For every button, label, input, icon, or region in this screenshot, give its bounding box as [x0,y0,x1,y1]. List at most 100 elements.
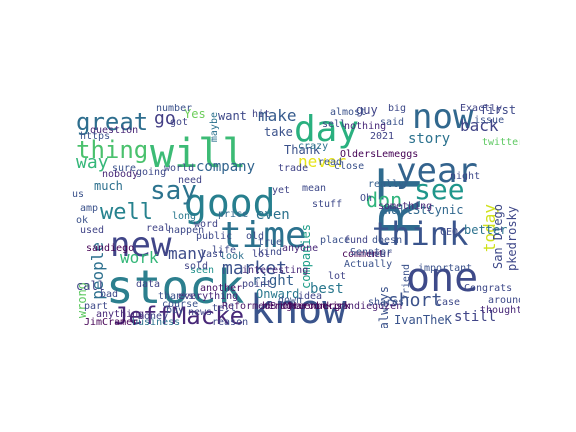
cloud-word: need [178,175,203,186]
cloud-word: Onward [256,287,300,301]
cloud-word: last [200,249,225,260]
cloud-word: word [194,219,219,230]
cloud-word: JeffMacke [114,302,245,328]
cloud-word: amp [80,203,99,214]
cloud-word: short [388,290,443,311]
cloud-word: maybe [209,112,220,143]
cloud-word: day [294,109,360,150]
cloud-word: never [298,152,347,171]
cloud-word: sell [322,119,347,130]
cloud-word: number [156,104,193,114]
cloud-word: ok [76,215,89,226]
cloud-word: almost [330,107,367,118]
cloud-word: stock [106,260,245,314]
cloud-word: tell [212,303,237,314]
cloud-word: make [258,106,297,125]
cloud-word: us [72,189,85,200]
cloud-word: don [366,188,403,212]
cloud-word: pkedrosky [505,206,519,272]
cloud-word: point [242,279,273,290]
cloud-word: even [256,207,290,223]
cloud-word: doesn [372,235,403,246]
cloud-word: thing [76,136,149,164]
cloud-word: twitter [482,137,520,148]
cloud-word: close [334,161,365,172]
cloud-word: around [488,295,520,306]
cloud-word: everything [178,291,239,302]
cloud-word: take [264,125,293,139]
cloud-word: 2021 [370,131,395,142]
cloud-word: say [150,176,197,206]
cloud-word: question [90,125,139,136]
cloud-word: data [136,279,161,290]
cloud-word: part [84,301,109,312]
cloud-word: way [76,152,109,173]
cloud-word: lot [328,271,347,282]
cloud-word: good [184,181,276,225]
cloud-word: business [132,317,181,328]
cloud-word: well [100,200,153,225]
cloud-word: companies [299,224,313,290]
cloud-word: JimCramer [84,317,139,328]
cloud-word: crazy [298,141,329,152]
cloud-word: course [162,299,199,310]
cloud-word: anything [96,309,145,320]
cloud-word: public [196,231,233,242]
cloud-word: story [408,131,451,147]
cloud-word: lol [252,249,271,260]
cloud-word: sold [184,261,209,272]
cloud-word: Actually [344,259,393,270]
cloud-word: said [380,117,405,128]
cloud-word: look [220,251,245,262]
cloud-word: true [258,237,283,248]
cloud-word: Oh [360,193,373,204]
cloud-word: case [436,297,461,308]
cloud-word: happen [168,225,205,236]
cloud-word: news [188,307,213,318]
cloud-word: know [250,287,347,328]
cloud-word: seen [190,265,215,276]
cloud-word: much [94,179,123,193]
cloud-word: herbgreenberg [262,301,341,312]
cloud-word: nothing [344,121,387,132]
cloud-word: back [460,116,499,135]
cloud-word: real [146,223,171,234]
cloud-word: night [450,171,481,182]
cloud-word: money [138,311,169,322]
cloud-word: place [320,235,351,246]
cloud-word: https [80,131,111,142]
cloud-word: something [378,201,433,212]
cloud-word: reason [212,317,249,328]
cloud-word: sure [112,163,137,174]
cloud-word: stuff [312,199,343,210]
cloud-word: mean [302,183,327,194]
cloud-word: fund [344,235,369,246]
cloud-word: trade [278,163,309,174]
cloud-word: Exactly [460,104,503,114]
cloud-word: one [406,255,479,301]
cloud-word: anyone [282,243,319,254]
cloud-word: used [80,225,105,236]
cloud-word: shares [368,297,405,308]
cloud-word: buy [166,305,185,316]
cloud-word: got [170,117,189,128]
cloud-word: comment [342,249,385,260]
cloud-word: price [218,209,249,220]
cloud-word: new [110,225,172,265]
cloud-word: see [414,173,465,206]
cloud-word: many [168,244,207,263]
cloud-word: Senator [350,247,393,258]
cloud-word: best [310,281,344,297]
cloud-word: great [76,108,149,136]
cloud-word: guy [356,104,378,117]
cloud-word: Congrats [464,283,513,294]
cloud-word: want [218,109,247,123]
cloud-word: CEO [440,227,459,238]
cloud-word: world [164,163,195,174]
cloud-word: OldersLemeggs [340,149,419,160]
cloud-word: read [318,157,343,168]
cloud-word: idea [298,291,323,302]
cloud-word: important [418,263,473,274]
cloud-word: Thank [284,143,321,157]
